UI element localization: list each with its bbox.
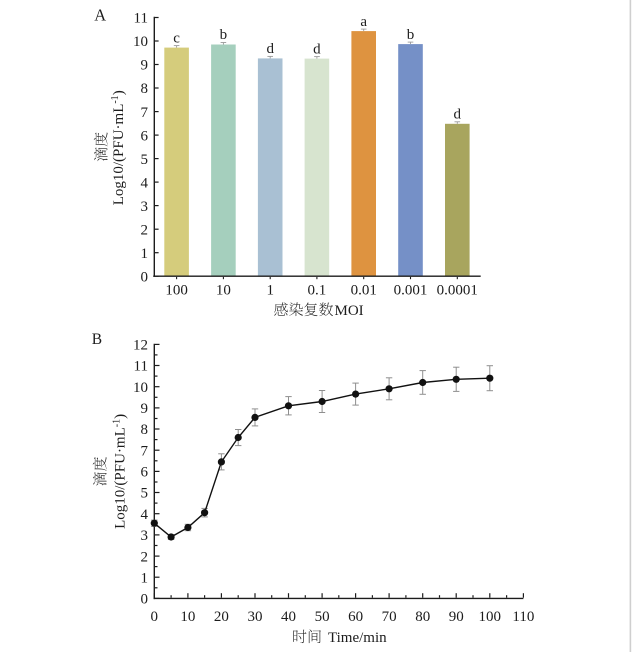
svg-text:5: 5 <box>141 486 149 502</box>
svg-text:2: 2 <box>141 222 149 238</box>
svg-text:b: b <box>220 27 228 43</box>
svg-text:a: a <box>360 14 367 30</box>
svg-text:9: 9 <box>141 58 149 74</box>
svg-text:0: 0 <box>151 609 159 625</box>
svg-text:1: 1 <box>266 283 274 299</box>
svg-text:MOI: MOI <box>335 303 364 319</box>
svg-text:1: 1 <box>141 246 149 262</box>
svg-text:7: 7 <box>141 105 149 121</box>
svg-text:2: 2 <box>141 549 149 565</box>
svg-text:8: 8 <box>141 422 149 438</box>
svg-text:5: 5 <box>141 152 149 168</box>
svg-text:1: 1 <box>141 570 149 586</box>
svg-text:12: 12 <box>133 338 148 354</box>
svg-text:70: 70 <box>382 609 397 625</box>
svg-text:100: 100 <box>479 609 502 625</box>
svg-text:Log10/(PFU·mL-1): Log10/(PFU·mL-1) <box>110 90 127 205</box>
svg-text:10: 10 <box>133 34 148 50</box>
svg-text:9: 9 <box>141 401 149 417</box>
svg-text:90: 90 <box>449 609 464 625</box>
svg-text:30: 30 <box>248 609 263 625</box>
svg-text:d: d <box>313 41 321 57</box>
svg-text:6: 6 <box>141 465 149 481</box>
svg-text:3: 3 <box>141 528 149 544</box>
svg-text:20: 20 <box>214 609 229 625</box>
svg-text:100: 100 <box>165 283 188 299</box>
svg-text:Log10/(PFU·mL-1): Log10/(PFU·mL-1) <box>112 414 129 529</box>
svg-text:0: 0 <box>141 592 149 608</box>
svg-text:10: 10 <box>180 609 195 625</box>
svg-text:11: 11 <box>134 359 148 375</box>
svg-text:11: 11 <box>134 11 148 27</box>
svg-text:B: B <box>92 331 102 348</box>
svg-text:50: 50 <box>315 609 330 625</box>
svg-text:0.1: 0.1 <box>308 283 327 299</box>
svg-text:7: 7 <box>141 443 149 459</box>
svg-text:0.01: 0.01 <box>351 283 377 299</box>
svg-text:d: d <box>266 41 274 57</box>
svg-text:80: 80 <box>415 609 430 625</box>
svg-text:d: d <box>454 107 462 123</box>
svg-text:b: b <box>407 27 415 43</box>
svg-text:4: 4 <box>141 175 149 191</box>
svg-text:110: 110 <box>512 609 534 625</box>
svg-text:0: 0 <box>141 269 149 285</box>
svg-text:c: c <box>173 30 180 46</box>
svg-text:0.001: 0.001 <box>394 283 428 299</box>
svg-text:Time/min: Time/min <box>328 630 387 646</box>
svg-text:10: 10 <box>133 380 148 396</box>
svg-text:3: 3 <box>141 199 149 215</box>
svg-text:8: 8 <box>141 81 149 97</box>
svg-text:40: 40 <box>281 609 296 625</box>
svg-text:60: 60 <box>348 609 363 625</box>
svg-text:A: A <box>94 6 106 25</box>
svg-text:6: 6 <box>141 128 149 144</box>
svg-text:0.0001: 0.0001 <box>437 283 478 299</box>
svg-text:10: 10 <box>216 283 231 299</box>
svg-text:4: 4 <box>141 507 149 523</box>
